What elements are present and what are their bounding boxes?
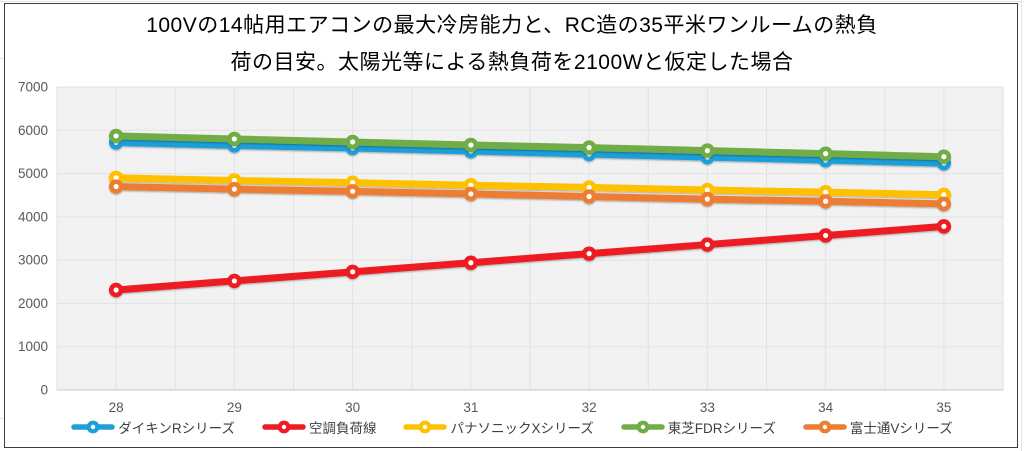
legend-label: パナソニックXシリーズ xyxy=(450,421,594,436)
legend-item-2[interactable]: パナソニックXシリーズ xyxy=(403,417,594,437)
x-tick-label: 30 xyxy=(345,400,360,415)
spreadsheet-gridline xyxy=(0,1,1024,2)
legend-marker-icon xyxy=(621,420,665,434)
x-tick-label: 33 xyxy=(700,400,715,415)
data-point-hole xyxy=(941,154,947,160)
y-tick-label: 2000 xyxy=(18,296,48,311)
legend-item-3[interactable]: 東芝FDRシリーズ xyxy=(621,417,776,437)
legend-marker-icon xyxy=(262,420,306,434)
y-tick-label: 5000 xyxy=(18,166,48,181)
data-point-hole xyxy=(350,188,356,194)
series-line xyxy=(112,132,948,161)
data-point-hole xyxy=(941,223,947,229)
legend-label: 東芝FDRシリーズ xyxy=(667,421,776,436)
x-tick-label: 35 xyxy=(936,400,951,415)
series-line xyxy=(112,174,948,199)
data-point-hole xyxy=(350,269,356,275)
y-tick-label: 1000 xyxy=(18,339,48,354)
data-point-hole xyxy=(113,183,119,190)
spreadsheet-gridline xyxy=(0,418,4,419)
legend-marker-icon xyxy=(403,420,448,434)
x-axis-ticks: 28 29 30 31 32 33 34 35 xyxy=(109,400,952,415)
data-point-hole xyxy=(113,133,119,139)
legend-label: 富士通Vシリーズ xyxy=(849,421,953,436)
data-point-hole xyxy=(586,251,592,257)
data-point-hole xyxy=(823,198,829,204)
y-tick-label: 6000 xyxy=(18,123,48,138)
data-point-hole xyxy=(231,177,237,184)
series-line xyxy=(112,138,948,167)
spreadsheet-gridline xyxy=(0,58,4,59)
data-point-hole xyxy=(113,287,119,293)
x-tick-label: 28 xyxy=(109,400,124,415)
spreadsheet-gridline xyxy=(1021,0,1022,451)
chart-title: 100Vの14帖用エアコンの最大冷房能力と、RC造の35平米ワンルームの熱負 荷… xyxy=(0,7,1024,81)
legend-marker-icon xyxy=(71,420,116,434)
data-point-hole xyxy=(350,139,356,145)
x-tick-label: 34 xyxy=(818,400,834,415)
data-point-hole xyxy=(704,241,710,248)
legend-marker-icon xyxy=(803,420,847,434)
gridlines xyxy=(56,86,1004,391)
data-point-hole xyxy=(704,148,710,154)
data-point-hole xyxy=(468,191,474,197)
y-tick-label: 0 xyxy=(40,383,48,398)
data-point-hole xyxy=(231,186,237,192)
data-point-hole xyxy=(231,136,237,142)
series-line xyxy=(112,183,948,208)
data-point-hole xyxy=(231,278,237,284)
series-4 xyxy=(108,179,952,212)
x-tick-label: 32 xyxy=(582,400,597,415)
legend-item-4[interactable]: 富士通Vシリーズ xyxy=(803,417,953,437)
data-point-hole xyxy=(704,196,710,202)
series-line xyxy=(112,222,948,294)
legend-item-0[interactable]: ダイキンRシリーズ xyxy=(71,417,235,437)
y-tick-label: 7000 xyxy=(18,80,48,95)
chart-title-line1: 100Vの14帖用エアコンの最大冷房能力と、RC造の35平米ワンルームの熱負 xyxy=(146,14,878,37)
y-axis-ticks: 0 1000 2000 3000 4000 5000 6000 7000 xyxy=(18,80,48,398)
y-tick-label: 3000 xyxy=(18,253,48,268)
data-point-hole xyxy=(113,175,119,181)
data-point-hole xyxy=(823,232,829,239)
y-tick-label: 4000 xyxy=(18,209,48,224)
series-3 xyxy=(108,128,952,164)
chart-title-line2: 荷の目安。太陽光等による熱負荷を2100Wと仮定した場合 xyxy=(230,51,794,74)
x-tick-label: 31 xyxy=(463,400,478,415)
legend-label: ダイキンRシリーズ xyxy=(118,421,235,436)
x-tick-label: 29 xyxy=(227,400,242,415)
data-point-hole xyxy=(468,182,474,188)
data-point-hole xyxy=(823,189,829,195)
data-point-hole xyxy=(941,192,947,198)
data-point-hole xyxy=(586,145,592,151)
data-point-hole xyxy=(468,260,474,266)
data-point-hole xyxy=(586,193,592,200)
data-point-hole xyxy=(350,180,356,186)
series-1 xyxy=(108,219,952,298)
data-point-hole xyxy=(586,184,592,191)
data-point-hole xyxy=(468,142,474,148)
data-point-hole xyxy=(823,151,829,157)
data-point-hole xyxy=(704,187,710,193)
chart-legend: ダイキンRシリーズ 空調負荷線 パナソニックXシリーズ 東芝FDRシリーズ 富士通Vシリ… xyxy=(0,415,1024,439)
legend-item-1[interactable]: 空調負荷線 xyxy=(262,417,377,437)
series-2 xyxy=(108,170,952,202)
data-point-hole xyxy=(941,201,947,207)
legend-label: 空調負荷線 xyxy=(308,421,377,436)
